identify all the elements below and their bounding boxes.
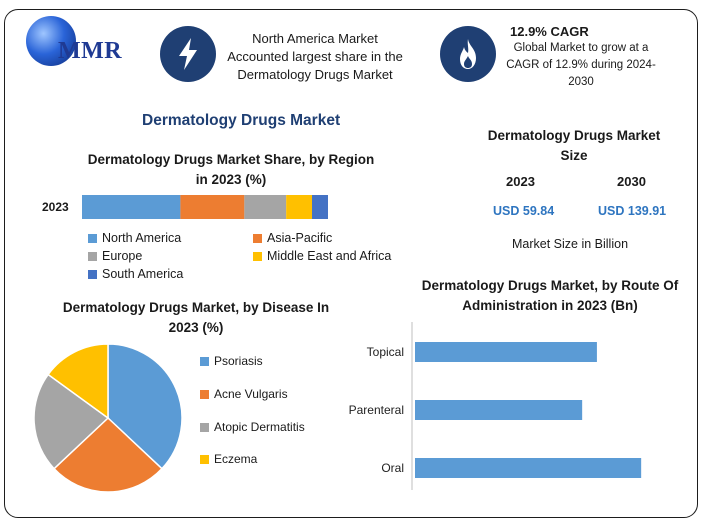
- route-bar-chart: Topical Parenteral Oral: [349, 322, 642, 490]
- cagr-text: Global Market to grow at a CAGR of 12.9%…: [506, 42, 656, 88]
- legend-psoriasis: Psoriasis: [200, 354, 263, 368]
- market-size-value-2030: USD 139.91: [598, 204, 667, 218]
- legend-atopic-dermatitis: Atopic Dermatitis: [200, 420, 305, 434]
- disease-pie-chart: [33, 343, 183, 493]
- region-bar-segment: [286, 195, 313, 219]
- cagr-title: 12.9% CAGR: [510, 24, 589, 39]
- region-year-label: 2023: [42, 200, 69, 214]
- legend-label: Europe: [102, 249, 143, 263]
- region-chart-title: Dermatology Drugs Market Share, by Regio…: [87, 152, 375, 187]
- legend-swatch: [200, 422, 209, 432]
- route-bar-oral: [415, 458, 642, 478]
- region-bar-segment: [244, 195, 287, 219]
- legend-acne-vulgaris: Acne Vulgaris: [200, 387, 288, 401]
- legend-swatch: [88, 251, 97, 261]
- route-chart-title: Dermatology Drugs Market, by Route Of Ad…: [421, 278, 679, 313]
- region-bar-segment: [82, 195, 181, 219]
- legend-label: Middle East and Africa: [267, 249, 392, 263]
- legend-label: Atopic Dermatitis: [214, 420, 305, 434]
- region-stacked-bar: [82, 195, 328, 219]
- market-size-year-2030: 2030: [617, 174, 646, 189]
- flame-icon-badge: [440, 26, 496, 82]
- legend-label: Psoriasis: [214, 354, 263, 368]
- route-bar-topical: [415, 342, 597, 362]
- region-bar-segment: [180, 195, 245, 219]
- globe-logo-icon: [26, 16, 76, 66]
- region-bar-segment: [312, 195, 328, 219]
- route-category-label: Parenteral: [349, 403, 404, 417]
- legend-label: North America: [102, 231, 182, 245]
- legend-mea: Middle East and Africa: [253, 249, 391, 263]
- pie-slice-acne-vulgaris: [52, 416, 164, 493]
- legend-swatch: [88, 269, 97, 279]
- route-bar-parenteral: [415, 400, 583, 420]
- market-size-year-2023: 2023: [506, 174, 535, 189]
- north-america-note: North America Market Accounted largest s…: [227, 31, 403, 82]
- legend-swatch: [200, 454, 209, 464]
- flame-icon: [460, 39, 476, 69]
- legend-label: Acne Vulgaris: [214, 387, 288, 401]
- lightning-icon-badge: [160, 26, 216, 82]
- market-size-note: Market Size in Billion: [512, 237, 629, 251]
- legend-label: Eczema: [214, 452, 258, 466]
- lightning-icon: [179, 38, 197, 70]
- legend-swatch: [253, 233, 262, 243]
- pie-slice-atopic-dermatitis: [33, 373, 110, 470]
- route-category-label: Oral: [381, 461, 404, 475]
- legend-asia-pacific: Asia-Pacific: [253, 231, 332, 245]
- legend-swatch: [200, 389, 209, 399]
- disease-chart-title: Dermatology Drugs Market, by Disease In …: [62, 300, 330, 335]
- legend-label: South America: [102, 267, 184, 281]
- legend-swatch: [253, 251, 262, 261]
- legend-label: Asia-Pacific: [267, 231, 333, 245]
- pie-slice-psoriasis: [107, 343, 183, 470]
- legend-north-america: North America: [88, 231, 181, 245]
- legend-swatch: [88, 233, 97, 243]
- infographic-frame: [4, 9, 698, 518]
- legend-swatch: [200, 356, 209, 366]
- legend-eczema: Eczema: [200, 452, 257, 466]
- market-size-title: Dermatology Drugs Market Size: [487, 128, 661, 163]
- legend-europe: Europe: [88, 249, 142, 263]
- market-size-value-2023: USD 59.84: [493, 204, 555, 218]
- main-title: Dermatology Drugs Market: [142, 112, 341, 129]
- route-category-label: Topical: [367, 345, 404, 359]
- logo-text: MMR: [58, 38, 123, 64]
- pie-slice-eczema: [47, 343, 109, 420]
- legend-south-america: South America: [88, 267, 183, 281]
